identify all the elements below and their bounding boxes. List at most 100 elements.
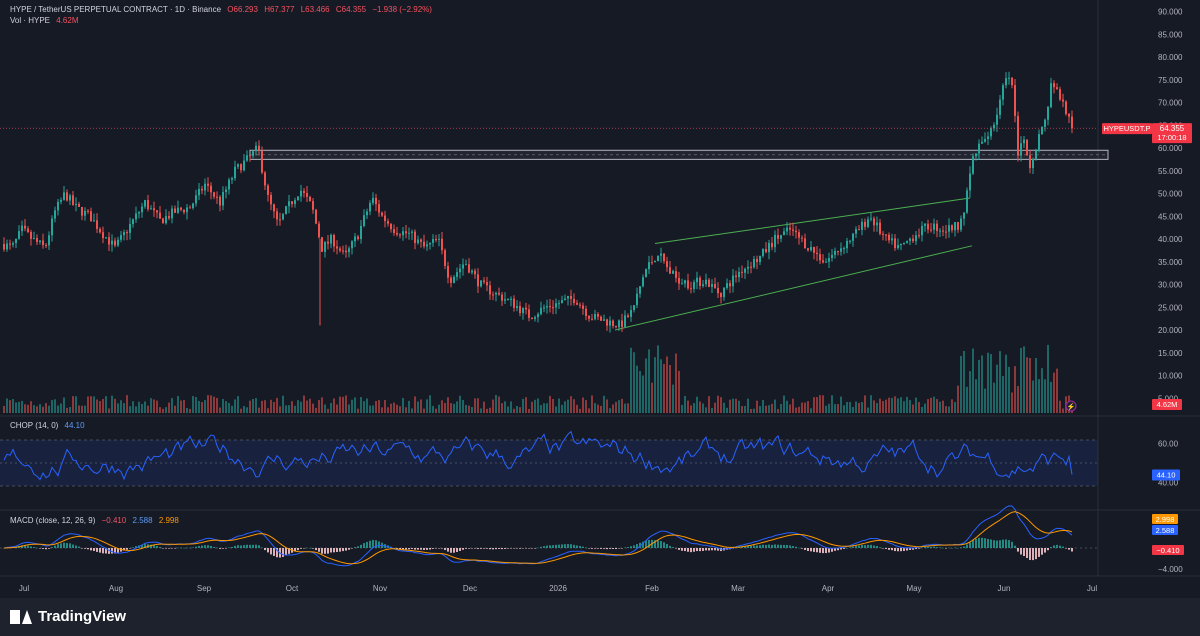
volume-bar bbox=[363, 401, 365, 413]
volume-bar bbox=[588, 408, 590, 413]
macd-label[interactable]: MACD (close, 12, 26, 9) bbox=[10, 516, 96, 525]
candle bbox=[636, 293, 638, 306]
candle bbox=[966, 190, 968, 213]
volume-bar bbox=[861, 402, 863, 413]
macd-histogram-bar bbox=[591, 548, 593, 549]
candle bbox=[1005, 78, 1007, 86]
chart-frame[interactable]: 90.00085.00080.00075.00070.00065.00060.0… bbox=[0, 0, 1200, 598]
symbol-title[interactable]: HYPE / TetherUS PERPETUAL CONTRACT · 1D … bbox=[10, 5, 222, 14]
time-axis-label: 2026 bbox=[549, 584, 567, 593]
macd-histogram-bar bbox=[255, 544, 257, 548]
macd-histogram-bar bbox=[594, 548, 596, 549]
volume-bar bbox=[84, 405, 86, 413]
volume-bar bbox=[1056, 368, 1058, 413]
macd-histogram-bar bbox=[402, 548, 404, 550]
macd-histogram-bar bbox=[81, 548, 83, 549]
macd-histogram-bar bbox=[891, 548, 893, 551]
macd-histogram-bar bbox=[777, 544, 779, 548]
candle bbox=[726, 283, 728, 288]
chop-tag-bg bbox=[1152, 469, 1180, 481]
volume-bar bbox=[606, 399, 608, 413]
volume-bar bbox=[450, 403, 452, 413]
flash-icon[interactable] bbox=[1065, 400, 1077, 412]
volume-bar bbox=[567, 399, 569, 413]
macd-histogram-bar bbox=[117, 548, 119, 553]
volume-bar bbox=[93, 396, 95, 413]
macd-histogram-bar bbox=[687, 548, 689, 552]
last-price-tag-bg[interactable] bbox=[1152, 123, 1192, 144]
volume-bar bbox=[513, 408, 515, 413]
macd-histogram-bar bbox=[411, 548, 413, 550]
candle bbox=[294, 200, 296, 205]
macd-histogram-bar bbox=[612, 548, 614, 549]
volume-bar bbox=[690, 405, 692, 413]
macd-line-value: 2.588 bbox=[132, 516, 153, 525]
candle bbox=[162, 218, 164, 224]
candle bbox=[495, 292, 497, 295]
volume-bar bbox=[33, 405, 35, 413]
macd-histogram-bar bbox=[660, 540, 662, 548]
volume-value: 4.62M bbox=[56, 16, 79, 25]
macd-histogram-bar bbox=[105, 548, 107, 554]
macd-histogram-bar bbox=[540, 546, 542, 548]
symbol-tag-bg[interactable] bbox=[1102, 123, 1152, 135]
volume-bar bbox=[183, 399, 185, 413]
macd-histogram-bar bbox=[357, 546, 359, 548]
chop-label[interactable]: CHOP (14, 0) bbox=[10, 421, 59, 430]
candle bbox=[735, 275, 737, 278]
macd-histogram-bar bbox=[870, 544, 872, 548]
volume-bar bbox=[903, 401, 905, 413]
candle bbox=[264, 172, 266, 186]
macd-histogram-bar bbox=[600, 548, 602, 549]
candle bbox=[357, 236, 359, 240]
candle bbox=[216, 196, 218, 198]
macd-histogram-bar bbox=[501, 548, 503, 550]
candle bbox=[501, 294, 503, 301]
channel-lower-line[interactable] bbox=[614, 245, 973, 331]
volume-bar bbox=[585, 400, 587, 413]
macd-histogram-bar bbox=[972, 539, 974, 548]
macd-histogram-bar bbox=[42, 548, 44, 549]
macd-histogram-bar bbox=[192, 547, 194, 548]
volume-bar bbox=[714, 402, 716, 413]
tradingview-logo[interactable]: TradingView bbox=[10, 608, 126, 625]
candle bbox=[681, 283, 683, 285]
volume-bar bbox=[678, 370, 680, 413]
volume-bar bbox=[441, 400, 443, 413]
macd-histogram-bar bbox=[51, 547, 53, 548]
volume-bar bbox=[768, 405, 770, 413]
macd-histogram-bar bbox=[666, 543, 668, 548]
channel-upper-line[interactable] bbox=[654, 197, 971, 245]
macd-histogram-bar bbox=[960, 547, 962, 548]
macd-histogram-bar bbox=[144, 543, 146, 548]
candle bbox=[198, 188, 200, 196]
candle bbox=[606, 319, 608, 326]
volume-bar bbox=[336, 404, 338, 413]
candle bbox=[441, 238, 443, 251]
volume-bar bbox=[75, 396, 77, 413]
time-axis-label: Sep bbox=[197, 584, 212, 593]
chart-canvas[interactable]: 90.00085.00080.00075.00070.00065.00060.0… bbox=[0, 0, 1200, 598]
candle bbox=[291, 201, 293, 205]
macd-histogram-bar bbox=[210, 545, 212, 548]
candle bbox=[1035, 150, 1037, 159]
candle bbox=[339, 248, 341, 251]
macd-histogram-bar bbox=[984, 538, 986, 548]
macd-histogram-bar bbox=[492, 548, 494, 550]
volume-bar bbox=[15, 402, 17, 413]
macd-histogram-bar bbox=[663, 542, 665, 548]
macd-histogram-bar bbox=[969, 542, 971, 548]
volume-label[interactable]: Vol · HYPE bbox=[10, 16, 51, 25]
macd-histogram-bar bbox=[1032, 548, 1034, 561]
volume-bar bbox=[21, 400, 23, 413]
candle bbox=[684, 280, 686, 284]
volume-bar bbox=[534, 399, 536, 413]
candle bbox=[12, 243, 14, 245]
volume-bar bbox=[639, 370, 641, 413]
macd-histogram-bar bbox=[99, 548, 101, 553]
macd-histogram-bar bbox=[1062, 546, 1064, 548]
volume-bar bbox=[1053, 372, 1055, 413]
candle bbox=[345, 250, 347, 253]
macd-histogram-bar bbox=[336, 548, 338, 552]
macd-histogram-bar bbox=[111, 548, 113, 554]
